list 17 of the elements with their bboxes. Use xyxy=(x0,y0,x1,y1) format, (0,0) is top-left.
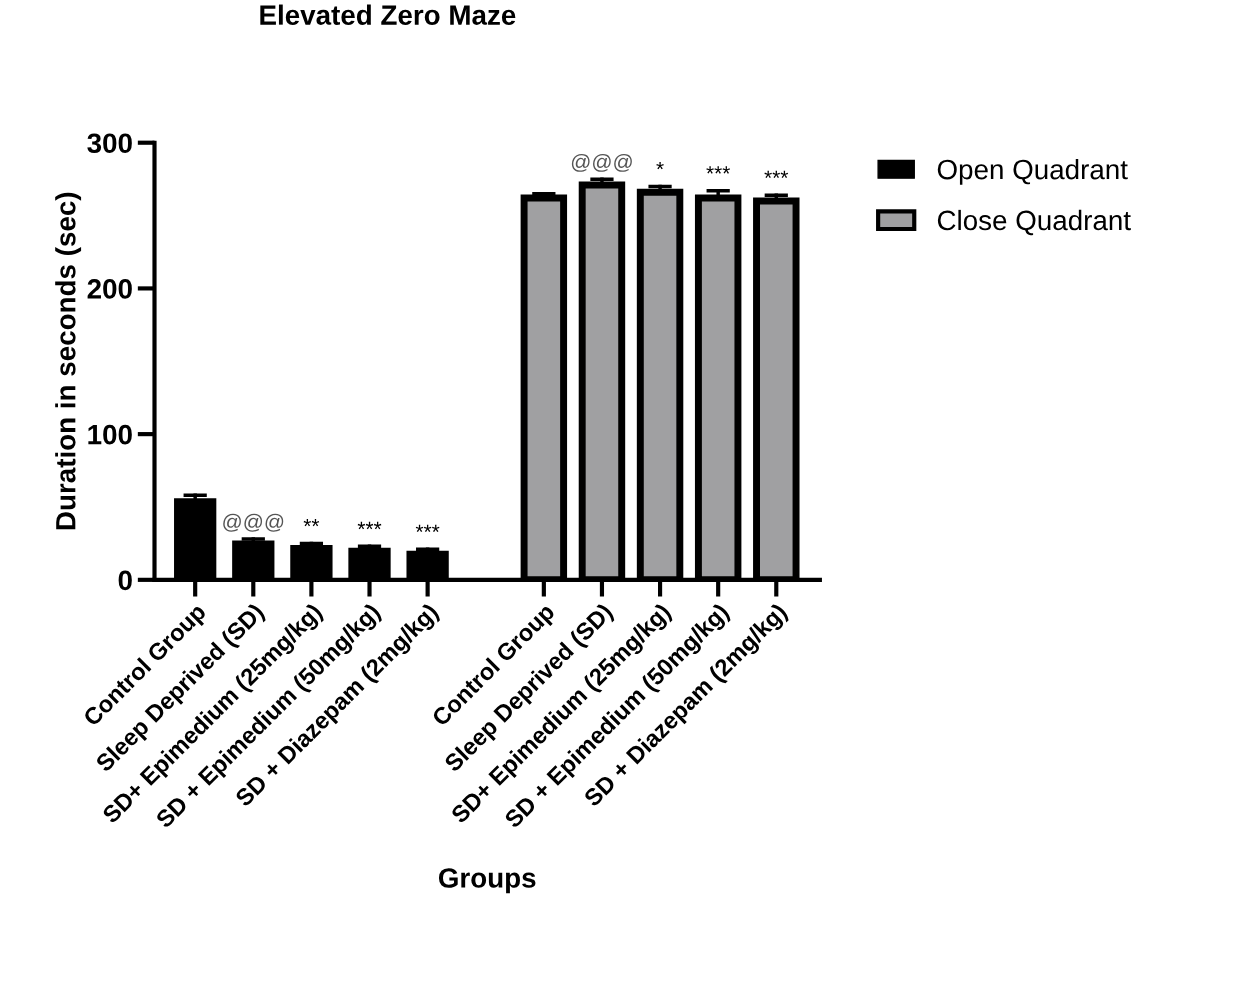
y-tick-label: 200 xyxy=(87,279,132,299)
data-label: *** xyxy=(706,166,731,174)
data-label: @@@ xyxy=(223,513,284,532)
x-axis-title: Groups xyxy=(438,868,536,894)
legend-label: Open Quadrant xyxy=(937,158,1128,185)
y-axis-title: Duration in seconds (sec) xyxy=(55,192,82,530)
data-label: ** xyxy=(303,518,320,527)
data-label: *** xyxy=(415,524,440,533)
legend-label: Close Quadrant xyxy=(937,209,1131,236)
data-label: * xyxy=(656,161,664,170)
data-label: @@@ xyxy=(571,153,632,172)
chart-title: Elevated Zero Maze xyxy=(260,4,516,25)
data-label: *** xyxy=(764,170,789,178)
y-tick-label: 300 xyxy=(87,133,132,154)
y-tick-label: 0 xyxy=(118,570,132,591)
data-label: *** xyxy=(357,521,382,530)
y-tick-label: 100 xyxy=(88,424,132,445)
